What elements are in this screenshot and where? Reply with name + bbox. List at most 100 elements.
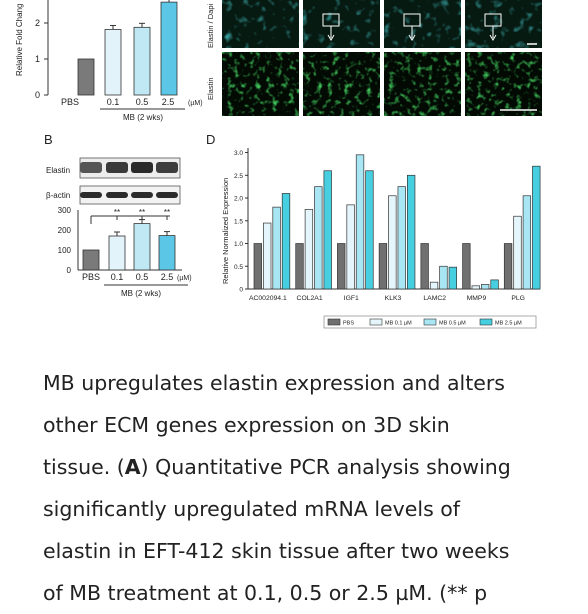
panel-b-xlabel: 0.5 bbox=[136, 272, 149, 282]
figure-caption: MB upregulates elastin expression and al… bbox=[43, 362, 563, 614]
panel-d-xlabel: PLG bbox=[511, 295, 525, 302]
blot-band-elastin bbox=[156, 162, 178, 173]
panel-d-xlabel: COL2A1 bbox=[297, 295, 323, 302]
panel-b-group-label: MB (2 wks) bbox=[121, 289, 161, 298]
panel-d-bar bbox=[365, 170, 374, 290]
panel-b-bar bbox=[82, 249, 100, 271]
panel-b-yticks: 300 200 100 0 bbox=[58, 206, 72, 275]
micrograph-merged-texture bbox=[384, 0, 461, 48]
legend-swatch bbox=[369, 318, 383, 326]
panel-c-top-label: Elastin / Dapi bbox=[206, 3, 215, 48]
panel-d-xlabel: MMP9 bbox=[467, 295, 487, 302]
panel-d-xlabels: AC002094.1 COL2A1 IGF1 KLK3 LAMC2 MMP9 PLG bbox=[249, 295, 525, 302]
panel-b-bar bbox=[108, 235, 126, 271]
panel-d-ytick: 0.5 bbox=[234, 264, 243, 271]
blot-bands bbox=[80, 162, 178, 198]
panel-a-unit: (µM) bbox=[188, 100, 203, 107]
panel-d-ytick: 2.5 bbox=[234, 173, 243, 180]
panel-d-bar bbox=[314, 186, 323, 290]
panel-b-ytick: 200 bbox=[58, 226, 72, 235]
panel-d-ytick: 1.0 bbox=[234, 241, 243, 248]
panel-b-xlabels: PBS 0.1 0.5 2.5 (µM) bbox=[82, 272, 192, 282]
panel-a-bar bbox=[160, 1, 178, 96]
panel-a-chart: Relative Fold Chang 2 1 0 PBS 0.1 0.5 2.… bbox=[15, 0, 203, 122]
panel-d-ytick: 1.5 bbox=[234, 218, 243, 225]
panel-d-bar bbox=[355, 154, 365, 290]
blot-band-elastin bbox=[131, 162, 153, 173]
caption-line: MB upregulates elastin expression and al… bbox=[43, 371, 505, 395]
panel-b-letter: B bbox=[44, 132, 53, 147]
panel-d-legend: PBS MB 0.1 µM MB 0.5 µM MB 2.5 µM bbox=[323, 315, 537, 329]
panel-d-bar bbox=[522, 195, 532, 290]
significance-stars: ** bbox=[139, 208, 145, 217]
panel-a-ytick: 1 bbox=[35, 54, 40, 64]
zoom-arrowhead bbox=[408, 34, 416, 41]
panel-d-xlabel: AC002094.1 bbox=[249, 295, 287, 302]
panel-d-bar bbox=[272, 206, 281, 290]
panel-a-bar bbox=[133, 26, 151, 96]
panel-a-xlabel: 2.5 bbox=[162, 97, 175, 107]
panel-c-bottom-label: Elastin bbox=[206, 77, 215, 100]
panel-d-bar bbox=[378, 243, 388, 290]
micrograph-elastin-texture bbox=[303, 52, 380, 116]
panel-d-bar bbox=[471, 285, 480, 290]
panel-d-bar bbox=[439, 265, 448, 290]
legend-label: MB 0.5 µM bbox=[439, 321, 466, 327]
micrograph-elastin-texture bbox=[384, 52, 461, 116]
panel-b-xlabel: 0.1 bbox=[111, 272, 124, 282]
legend-label: MB 2.5 µM bbox=[495, 321, 522, 327]
caption-panel-ref: A bbox=[124, 455, 141, 479]
micrograph-elastin-texture bbox=[222, 52, 299, 116]
panel-a-ylabel: Relative Fold Chang bbox=[15, 4, 24, 76]
caption-line: tissue. (A) Quantitative PCR analysis sh… bbox=[43, 446, 563, 488]
panel-d-bar bbox=[448, 266, 458, 290]
blot-band-actin bbox=[80, 192, 102, 198]
panel-d-bar bbox=[420, 243, 429, 290]
blot-band-actin bbox=[131, 192, 153, 198]
legend-swatch bbox=[423, 318, 437, 326]
panel-d-ytick: 0 bbox=[239, 287, 243, 294]
panel-b-bars bbox=[82, 216, 176, 271]
panel-a-bar bbox=[77, 58, 95, 96]
blot-band-elastin bbox=[106, 162, 128, 173]
panel-c-tiles bbox=[222, 0, 542, 116]
panel-d-letter: D bbox=[206, 132, 215, 147]
caption-line: significantly upregulated mRNA levels of bbox=[43, 497, 461, 521]
blot-band-elastin bbox=[80, 162, 102, 173]
panel-a-bar bbox=[104, 29, 122, 96]
micrograph-elastin-texture bbox=[465, 52, 542, 116]
panel-b-bar bbox=[158, 235, 176, 271]
panel-d-bar bbox=[281, 193, 291, 290]
panel-b-xlabel: 2.5 bbox=[161, 272, 174, 282]
significance-stars: ** bbox=[114, 208, 120, 217]
panel-d-bar bbox=[429, 281, 439, 290]
caption-text: tissue. ( bbox=[43, 455, 125, 479]
panel-a-bars bbox=[77, 0, 178, 96]
panel-b-ytick: 0 bbox=[67, 266, 72, 275]
panel-d-bar bbox=[323, 170, 332, 290]
panel-b-chart: B Elastin β-actin 300 200 100 0 ** ** **… bbox=[44, 132, 192, 298]
panel-d-chart: D Relative Normalized Expression 0 0.5 1.0… bbox=[206, 132, 541, 329]
zoom-arrowhead bbox=[489, 34, 497, 41]
panel-b-bar bbox=[133, 223, 151, 271]
legend-label: PBS bbox=[343, 321, 354, 327]
micrograph-merged-texture bbox=[303, 0, 380, 48]
caption-text: ) Quantitative PCR analysis showing bbox=[140, 455, 511, 479]
panel-d-bar bbox=[304, 209, 314, 290]
panel-d-bar bbox=[397, 186, 406, 290]
western-blot bbox=[79, 157, 181, 205]
legend-swatch bbox=[327, 318, 341, 326]
panel-d-ylabel: Relative Normalized Expression bbox=[221, 178, 230, 284]
panel-a-ytick: 0 bbox=[35, 90, 40, 100]
blot-band-actin bbox=[106, 192, 128, 198]
panel-b-significance: ** ** ** bbox=[90, 208, 170, 224]
panel-b-xlabel: PBS bbox=[82, 272, 100, 282]
panel-c-micrographs: Elastin / Dapi Elastin bbox=[206, 0, 542, 116]
panel-b-ytick: 100 bbox=[58, 246, 72, 255]
panel-d-xlabel: IGF1 bbox=[344, 295, 359, 302]
panel-d-bar bbox=[532, 165, 541, 290]
zoom-arrowhead bbox=[327, 34, 335, 41]
panel-a-group-label: MB (2 wks) bbox=[123, 113, 163, 122]
panel-a-xlabel: 0.1 bbox=[107, 97, 120, 107]
panel-d-bar bbox=[513, 215, 522, 290]
